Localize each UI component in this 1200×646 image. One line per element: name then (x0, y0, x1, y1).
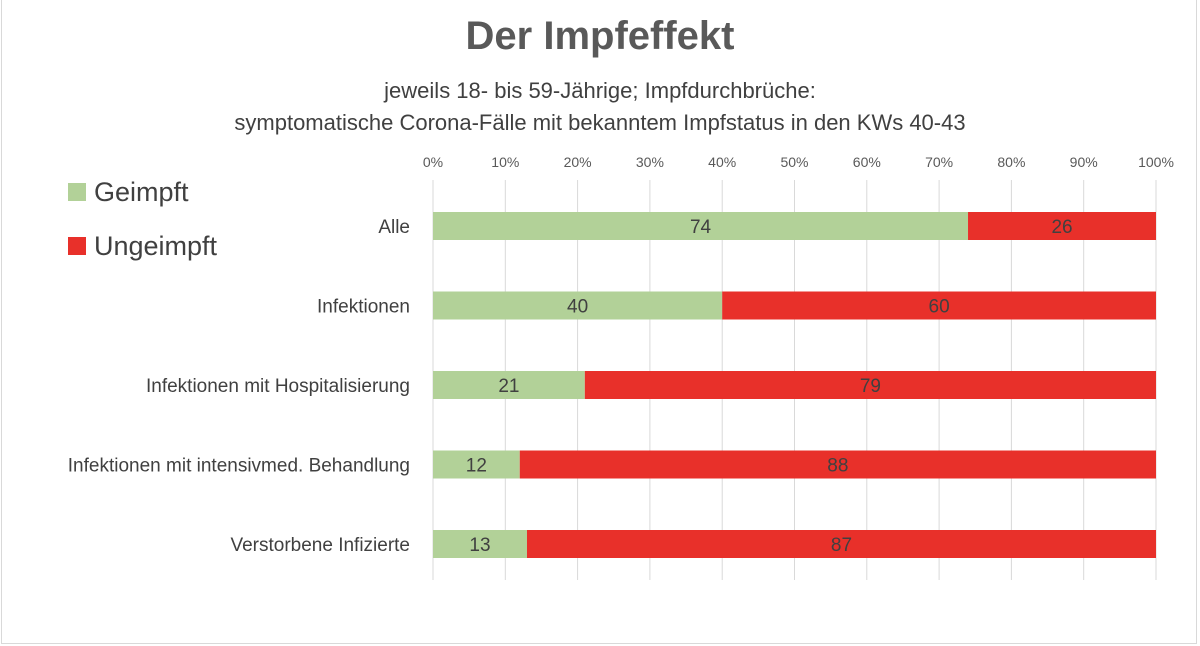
legend-item-ungeimpft: Ungeimpft (68, 226, 217, 266)
x-tick-label: 90% (1070, 154, 1098, 170)
legend-label-geimpft: Geimpft (94, 176, 189, 207)
x-tick-label: 70% (925, 154, 953, 170)
bar-ungeimpft (722, 291, 1156, 320)
x-tick-label: 30% (636, 154, 664, 170)
category-label: Verstorbene Infizierte (230, 535, 410, 556)
category-label: Infektionen mit intensivmed. Behandlung (68, 456, 410, 477)
data-label: 88 (827, 456, 848, 477)
x-tick-label: 80% (997, 154, 1025, 170)
legend-item-geimpft: Geimpft (68, 172, 189, 212)
data-label: 60 (929, 297, 950, 318)
bar-geimpft (433, 530, 527, 558)
legend-swatch-ungeimpft (68, 237, 86, 255)
x-tick-label: 60% (853, 154, 881, 170)
x-tick-label: 0% (423, 154, 443, 170)
data-label: 26 (1051, 217, 1072, 238)
bar-ungeimpft (968, 212, 1156, 240)
bar-ungeimpft (519, 450, 1156, 479)
bar-ungeimpft (584, 371, 1156, 399)
x-tick-label: 100% (1138, 154, 1174, 170)
chart-subtitle-line-2: symptomatische Corona-Fälle mit bekannte… (234, 110, 966, 135)
category-label: Alle (378, 217, 410, 238)
data-label: 21 (498, 376, 519, 397)
bar-geimpft (433, 450, 520, 479)
x-tick-label: 20% (564, 154, 592, 170)
chart-subtitle-line-1: jeweils 18- bis 59-Jährige; Impfdurchbrü… (384, 78, 816, 103)
legend-label-ungeimpft: Ungeimpft (94, 230, 218, 261)
data-label: 79 (860, 376, 881, 397)
x-tick-label: 10% (491, 154, 519, 170)
data-label: 40 (567, 297, 588, 318)
data-label: 12 (466, 456, 487, 477)
bar-geimpft (433, 371, 585, 399)
x-tick-label: 40% (708, 154, 736, 170)
bar-ungeimpft (526, 530, 1156, 558)
data-label: 13 (469, 535, 490, 556)
bar-geimpft (433, 212, 969, 240)
category-label: Infektionen (317, 297, 410, 318)
data-label: 87 (831, 535, 852, 556)
bar-geimpft (433, 291, 723, 320)
chart-title: Der Impfeffekt (465, 14, 735, 58)
category-label: Infektionen mit Hospitalisierung (146, 376, 410, 397)
legend-swatch-geimpft (68, 183, 86, 201)
x-tick-label: 50% (780, 154, 808, 170)
data-label: 74 (690, 217, 712, 238)
